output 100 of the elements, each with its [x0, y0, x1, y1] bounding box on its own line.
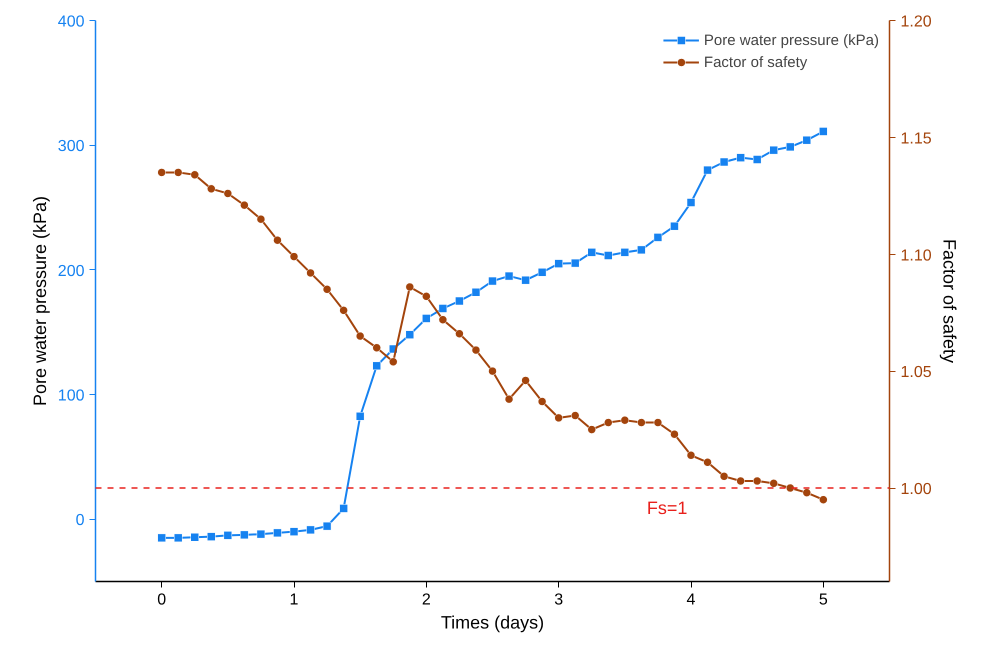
point [521, 276, 530, 284]
point [720, 472, 728, 481]
y-tick-label: 400 [58, 14, 85, 30]
point [670, 222, 679, 230]
point [554, 259, 563, 268]
ref-line-label: Fs=1 [646, 498, 688, 518]
point [720, 158, 728, 166]
x-tick-label: 4 [686, 592, 696, 608]
point [256, 530, 266, 538]
x-tick-label: 3 [554, 592, 564, 608]
x-tick-label: 1 [290, 592, 299, 608]
point [322, 285, 332, 294]
point [769, 479, 778, 488]
point [406, 330, 414, 339]
legend-label: Pore water pressure (kPa) [704, 32, 879, 48]
point [670, 430, 679, 438]
point [654, 418, 662, 427]
point [620, 248, 630, 257]
point [570, 411, 580, 420]
point [819, 127, 828, 136]
point [306, 268, 315, 278]
point [504, 394, 514, 404]
point [819, 495, 828, 504]
point [752, 476, 762, 486]
point [157, 534, 166, 542]
point [620, 416, 630, 424]
legend-label: Factor of safety [704, 54, 808, 70]
point [637, 246, 646, 254]
point [752, 155, 762, 164]
point [339, 306, 348, 315]
point [703, 458, 712, 467]
point [190, 170, 199, 180]
point [224, 189, 232, 198]
point [521, 376, 530, 385]
point [538, 268, 546, 277]
point [406, 282, 414, 292]
point [290, 527, 298, 536]
point [438, 315, 448, 324]
point [290, 252, 298, 261]
y2-tick-label: 1.20 [900, 14, 932, 30]
point [372, 344, 381, 352]
point [273, 236, 282, 244]
x-tick-label: 2 [422, 592, 431, 608]
point [455, 296, 464, 306]
point [736, 476, 745, 486]
point [240, 200, 249, 210]
point [654, 233, 662, 242]
y2-axis-title: Factor of safety [940, 238, 960, 364]
point [306, 526, 315, 534]
y2-tick-label: 1.15 [900, 130, 932, 148]
point [207, 532, 216, 541]
point [604, 418, 613, 427]
point [240, 530, 249, 540]
point [488, 276, 497, 286]
point [488, 366, 497, 376]
point [472, 288, 480, 297]
y2-tick-label: 1.05 [900, 364, 932, 382]
point [686, 198, 696, 207]
y2-tick-label: 1.00 [900, 481, 932, 498]
point [174, 534, 182, 542]
x-axis-title: Times (days) [440, 612, 544, 632]
point [356, 332, 364, 340]
point [588, 248, 596, 257]
point [703, 166, 712, 174]
x-tick-label: 0 [157, 592, 166, 608]
x-tick-label: 5 [818, 592, 828, 608]
point [273, 528, 282, 538]
point [736, 153, 745, 162]
point [389, 358, 398, 366]
point [769, 146, 778, 154]
y-tick-label: 100 [58, 388, 85, 404]
point [422, 292, 431, 301]
point [538, 397, 546, 406]
point [174, 168, 182, 177]
point [438, 304, 448, 313]
point [455, 329, 464, 338]
point [570, 258, 580, 268]
point [356, 412, 364, 421]
point [339, 504, 348, 513]
point [588, 425, 596, 434]
point [224, 531, 232, 540]
point [322, 522, 332, 530]
y2-tick-label: 1.10 [900, 247, 932, 264]
point [786, 484, 794, 492]
point [190, 532, 199, 542]
point [802, 488, 812, 497]
point [504, 272, 514, 280]
point [422, 314, 431, 323]
point [786, 142, 794, 152]
point [802, 136, 812, 144]
point [256, 214, 266, 224]
y-tick-label: 200 [58, 262, 85, 280]
point [686, 451, 696, 460]
point [157, 168, 166, 177]
y-tick-label: 300 [58, 138, 85, 156]
point [604, 251, 613, 260]
y-tick-label: 0 [76, 512, 85, 530]
point [207, 184, 216, 194]
point [372, 362, 381, 370]
y-axis-title: Pore water pressure (kPa) [30, 196, 50, 406]
